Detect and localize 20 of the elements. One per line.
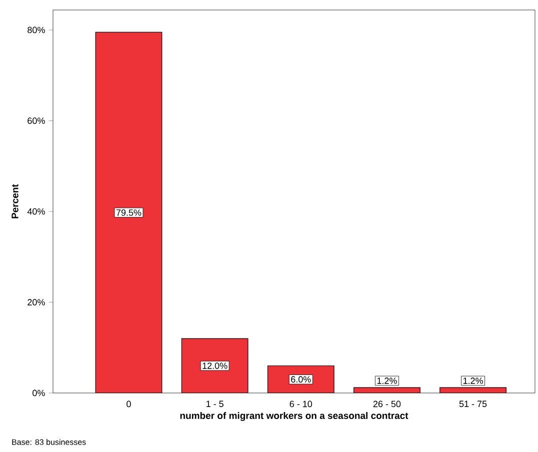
y-tick-label: 40% [27, 208, 45, 215]
x-tick-label: 1 - 5 [206, 400, 224, 408]
bar [182, 338, 248, 393]
y-axis-title: Percent [12, 184, 18, 218]
text: Base: 83 businesses [12, 439, 86, 445]
y-tick-label: 80% [28, 26, 45, 34]
data-label: 1.2% [377, 378, 397, 384]
data-label: 12.0% [202, 362, 228, 369]
data-label: 1.2% [463, 378, 483, 384]
data-label: 6.0% [291, 376, 311, 383]
data-label: 79.5% [116, 209, 142, 216]
y-tick-label: 20% [28, 299, 45, 306]
x-tick-label: 0 [126, 400, 131, 408]
x-tick-label: 51 - 75 [459, 400, 487, 408]
x-tick-label: 6 - 10 [290, 400, 312, 408]
y-tick-label: 0% [32, 390, 45, 396]
x-tick-label: 26 - 50 [373, 400, 401, 408]
y-tick-label: 60% [28, 118, 45, 124]
x-axis-title: number of migrant workers on a seasonal contract [180, 412, 408, 421]
bar [96, 32, 162, 393]
